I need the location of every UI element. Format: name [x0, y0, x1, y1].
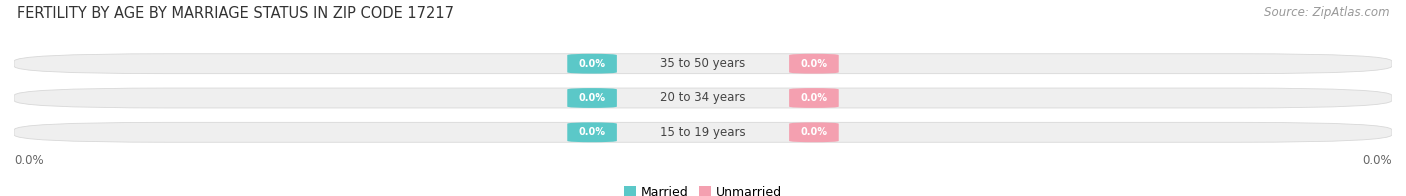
FancyBboxPatch shape	[789, 122, 839, 142]
Text: 0.0%: 0.0%	[800, 59, 827, 69]
FancyBboxPatch shape	[567, 122, 617, 142]
Text: 0.0%: 0.0%	[579, 93, 606, 103]
FancyBboxPatch shape	[14, 122, 1392, 142]
FancyBboxPatch shape	[567, 54, 617, 74]
Text: 0.0%: 0.0%	[579, 59, 606, 69]
Text: 0.0%: 0.0%	[579, 127, 606, 137]
FancyBboxPatch shape	[14, 88, 1392, 108]
FancyBboxPatch shape	[14, 54, 1392, 74]
Text: Source: ZipAtlas.com: Source: ZipAtlas.com	[1264, 6, 1389, 19]
FancyBboxPatch shape	[789, 88, 839, 108]
Legend: Married, Unmarried: Married, Unmarried	[619, 181, 787, 196]
FancyBboxPatch shape	[567, 88, 617, 108]
Text: 0.0%: 0.0%	[800, 127, 827, 137]
Text: 0.0%: 0.0%	[14, 154, 44, 167]
Text: 0.0%: 0.0%	[1362, 154, 1392, 167]
Text: FERTILITY BY AGE BY MARRIAGE STATUS IN ZIP CODE 17217: FERTILITY BY AGE BY MARRIAGE STATUS IN Z…	[17, 6, 454, 21]
FancyBboxPatch shape	[789, 54, 839, 74]
Text: 20 to 34 years: 20 to 34 years	[661, 92, 745, 104]
Text: 35 to 50 years: 35 to 50 years	[661, 57, 745, 70]
Text: 15 to 19 years: 15 to 19 years	[661, 126, 745, 139]
Text: 0.0%: 0.0%	[800, 93, 827, 103]
